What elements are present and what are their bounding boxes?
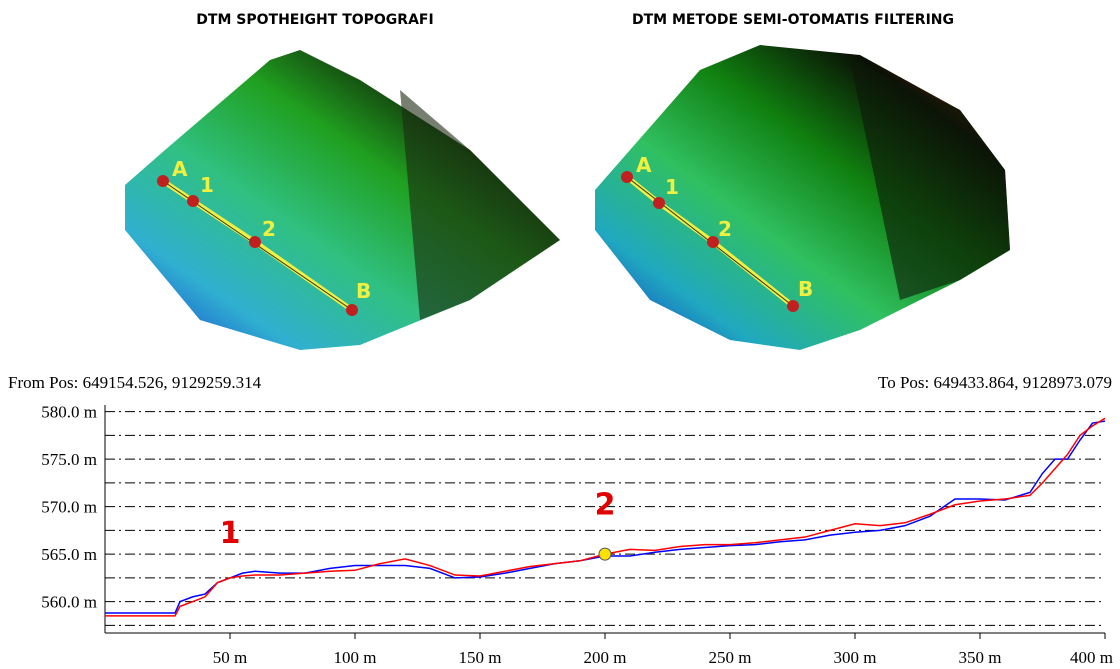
to-position: To Pos: 649433.864, 9128973.079 xyxy=(878,373,1112,392)
annotation: 1 xyxy=(220,516,241,551)
panel-title: DTM SPOTHEIGHT TOPOGRAFI xyxy=(196,12,433,28)
y-tick-label: 575.0 m xyxy=(41,450,97,469)
point-label: B xyxy=(798,277,813,301)
point-label: B xyxy=(356,279,371,303)
point-label: 2 xyxy=(718,217,732,241)
x-tick-label: 150 m xyxy=(459,648,502,667)
point-label: 1 xyxy=(200,173,214,197)
y-tick-label: 580.0 m xyxy=(41,403,97,422)
position-marker xyxy=(599,548,611,560)
x-tick-label: 350 m xyxy=(959,648,1002,667)
point-label: A xyxy=(636,153,652,177)
x-tick-label: 100 m xyxy=(334,648,377,667)
dtm-map: A 1 2 B xyxy=(595,45,1010,350)
y-tick-label: 570.0 m xyxy=(41,498,97,517)
x-tick-label: 50 m xyxy=(213,648,247,667)
panel-title: DTM METODE SEMI-OTOMATIS FILTERING xyxy=(632,12,954,28)
annotation: 2 xyxy=(595,487,616,522)
from-position: From Pos: 649154.526, 9129259.314 xyxy=(8,373,262,392)
point-label: 1 xyxy=(665,175,679,199)
y-tick-label: 565.0 m xyxy=(41,545,97,564)
page: DTM SPOTHEIGHT TOPOGRAFI DTM METODE SEMI… xyxy=(0,0,1120,669)
point-label: 2 xyxy=(262,217,276,241)
x-tick-label: 400 m xyxy=(1070,648,1113,667)
point-label: A xyxy=(172,157,188,181)
y-tick-label: 560.0 m xyxy=(41,593,97,612)
x-tick-label: 200 m xyxy=(584,648,627,667)
x-tick-label: 300 m xyxy=(834,648,877,667)
x-tick-label: 250 m xyxy=(709,648,752,667)
dtm-map: A 1 2 B xyxy=(125,50,560,350)
